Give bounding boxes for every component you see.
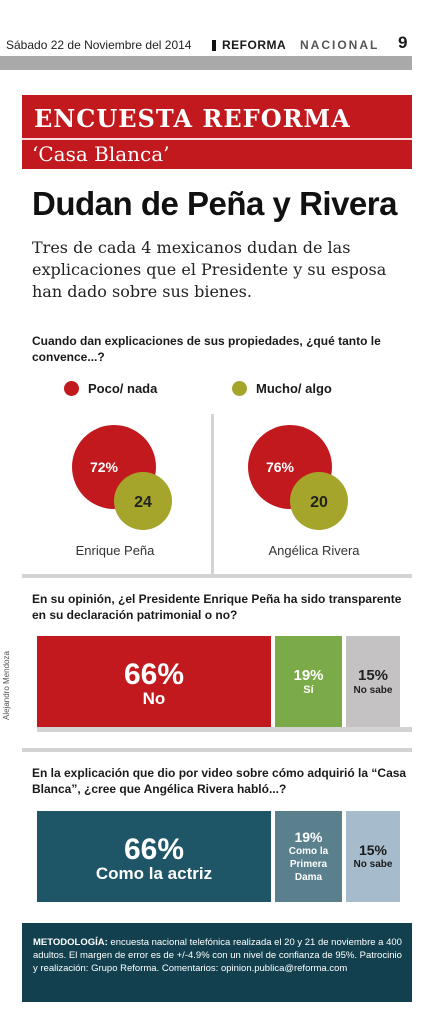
bar1-value-2: 15% (357, 666, 389, 684)
bar2-label-2: No sabe (353, 859, 393, 870)
bar-shadow (37, 727, 412, 732)
page-title: Dudan de Peña y Rivera (32, 185, 397, 222)
bar2-value-1: 19% (294, 829, 323, 845)
bar1-label-2: No sabe (353, 684, 393, 696)
bar1-label-0: No (142, 689, 166, 708)
chart-question-1: Cuando dan explicaciones de sus propieda… (32, 334, 381, 364)
header-section: NACIONAL (300, 38, 380, 52)
bar2-label-0: Como la actriz (95, 864, 213, 883)
bar1-segment-2: 15% No sabe (346, 636, 400, 727)
bar2-segment-0: 66% Como la actriz (37, 811, 271, 902)
bubble-mucho-0 (114, 472, 172, 530)
header-date: Sábado 22 de Noviembre del 2014 (6, 38, 192, 52)
bar2-segment-2: 15% No sabe (346, 811, 400, 902)
category-label-pena: Enrique Peña (75, 543, 155, 558)
header-separator (212, 40, 216, 51)
methodology-body: encuesta nacional telefónica realizada e… (33, 937, 402, 974)
stacked-bar-rivera: 66% Como la actriz 19% Como la Primera Dama… (37, 811, 400, 902)
bar1-segment-1: 19% Sí (275, 636, 342, 727)
section-rule (22, 574, 412, 578)
legend-label-mucho: Mucho/ algo (256, 381, 332, 396)
chart-divider (211, 414, 214, 576)
chart-question-3: En la explicación que dio por video sobr… (32, 766, 407, 796)
title-banner (22, 95, 412, 169)
bubble-label-mucho-1: 20 (310, 494, 328, 511)
stacked-bar-transparencia: 66% No 19% Sí 15% No sabe (37, 636, 400, 727)
bar2-value-0: 66% (123, 833, 185, 866)
section-rule-2 (22, 748, 412, 752)
banner-title: ENCUESTA REFORMA (34, 104, 351, 133)
methodology-text: METODOLOGÍA: encuesta nacional telefónic… (33, 936, 405, 975)
banner-divider (22, 138, 412, 140)
methodology-label: METODOLOGÍA: (33, 937, 108, 948)
legend-swatch-mucho (232, 381, 247, 396)
header-rule (0, 56, 412, 70)
bubble-mucho-1 (290, 472, 348, 530)
chart-question-2: En su opinión, ¿el Presidente Enrique Pe… (32, 592, 402, 622)
methodology-box (22, 923, 412, 1002)
bar1-label-1: Sí (303, 683, 314, 696)
bar2-segment-1: 19% Como la Primera Dama (275, 811, 342, 902)
category-label-rivera: Angélica Rivera (268, 543, 360, 558)
bar1-segment-0: 66% No (37, 636, 271, 727)
page-number: 9 (398, 33, 408, 52)
bubble-label-poco-1: 76% (266, 459, 295, 475)
legend-label-poco: Poco/ nada (88, 381, 158, 396)
bar2-label-1: Como la Primera Dama (288, 846, 329, 883)
bubble-label-poco-0: 72% (90, 459, 119, 475)
bubble-label-mucho-0: 24 (134, 494, 152, 511)
legend-swatch-poco (64, 381, 79, 396)
header-brand: REFORMA (222, 38, 287, 52)
photo-credit: Alejandro Mendoza (2, 651, 11, 720)
banner-subtitle: ‘Casa Blanca’ (32, 142, 170, 166)
bar1-value-0: 66% (123, 658, 185, 691)
bar2-value-2: 15% (358, 842, 388, 858)
bar1-value-1: 19% (293, 666, 324, 684)
dek-text: Tres de cada 4 mexicanos dudan de las ex… (32, 238, 387, 301)
